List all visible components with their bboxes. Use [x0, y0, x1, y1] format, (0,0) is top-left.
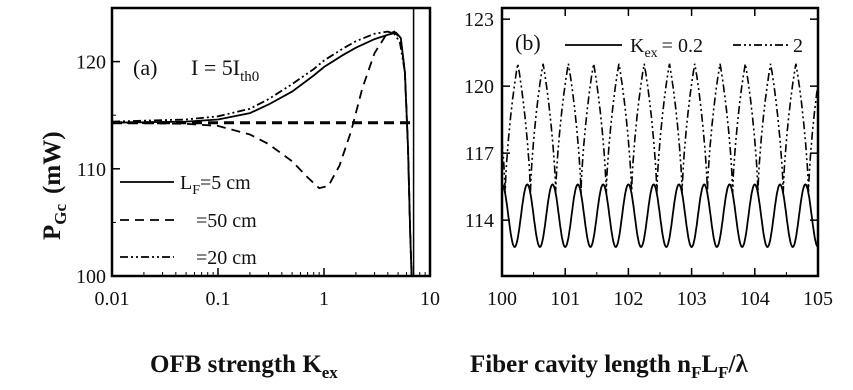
ylabel-sub: Gc — [51, 203, 70, 224]
legend-label-a-0: LF=5 cm — [180, 172, 251, 198]
panel-a-annotation: I = 5Ith0 — [191, 55, 259, 85]
xtick-label-a: 1 — [319, 288, 329, 310]
panel-a-label: (a) — [133, 55, 157, 80]
panel-b-plot-lines — [501, 63, 819, 249]
xlabel-main: OFB strength K — [150, 351, 322, 378]
ytick-label-a: 120 — [76, 52, 106, 74]
legend-label-a-2: =20 cm — [196, 247, 257, 269]
xlabel-b-main: Fiber cavity length n — [470, 351, 691, 378]
xtick-label-b: 101 — [550, 288, 580, 310]
panel-b-ticks: 100 101 102 103 104 105 114 117 120 123 — [464, 8, 833, 310]
series-line-b-0 — [501, 183, 819, 249]
xtick-label-a: 10 — [420, 288, 440, 310]
xlabel-b-sub2: F — [718, 363, 728, 382]
annotation-main: I = 5I — [191, 55, 240, 80]
ytick-label-a: 110 — [77, 159, 106, 181]
xtick-label-b: 105 — [803, 288, 833, 310]
xtick-label-a: 0.1 — [206, 288, 231, 310]
xtick-label-b: 104 — [740, 288, 770, 310]
legend-label-b-0: Kex = 0.2 — [630, 35, 703, 61]
ytick-label-b: 123 — [464, 9, 494, 31]
panel-b-legend: Kex = 0.2 2 — [565, 35, 803, 61]
ytick-label-b: 117 — [465, 143, 494, 165]
panel-a-legend: LF=5 cm =50 cm =20 cm — [120, 172, 257, 269]
annotation-sub: th0 — [240, 69, 259, 85]
xtick-label-a: 0.01 — [95, 288, 130, 310]
ytick-label-b: 120 — [464, 76, 494, 98]
xlabel-b-L: L — [701, 351, 718, 378]
panel-b: 100 101 102 103 104 105 114 117 120 123 (b) Kex = … — [464, 6, 833, 382]
panel-b-xlabel: Fiber cavity length nFLF/λ — [470, 351, 748, 382]
panel-a-frame — [110, 6, 432, 278]
xtick-label-b: 103 — [677, 288, 707, 310]
ylabel-main: P — [39, 225, 66, 240]
panel-a-ylabel: PGc (mW) — [39, 131, 70, 240]
ylabel-unit: (mW) — [39, 131, 66, 193]
legend-label-b-1: 2 — [793, 35, 803, 57]
legend-prefix-a: L — [180, 172, 192, 194]
xtick-label-b: 100 — [487, 288, 517, 310]
legend-prefix-sub-b: ex — [644, 46, 657, 61]
legend-prefix-b: K — [630, 35, 645, 57]
panel-a-plot-lines — [111, 8, 415, 277]
ytick-label-b: 114 — [465, 210, 494, 232]
series-line-b-1 — [501, 63, 819, 194]
xtick-label-b: 102 — [613, 288, 643, 310]
xlabel-b-tail: /λ — [728, 351, 749, 378]
legend-name-b-0: = 0.2 — [662, 35, 703, 57]
panel-a-xlabel: OFB strength Kex — [150, 351, 338, 382]
series-line-a-1 — [111, 30, 413, 277]
xlabel-b-sub1: F — [691, 363, 701, 382]
legend-prefix-sub-a: F — [192, 183, 200, 198]
xlabel-sub: ex — [322, 363, 339, 382]
legend-label-a-1: =50 cm — [196, 210, 257, 232]
panel-b-label: (b) — [515, 30, 541, 55]
ytick-label-a: 100 — [76, 266, 106, 288]
series-line-a-2 — [111, 30, 413, 277]
legend-name-a: =5 cm — [200, 172, 251, 194]
panel-b-legend-bg — [508, 26, 814, 62]
